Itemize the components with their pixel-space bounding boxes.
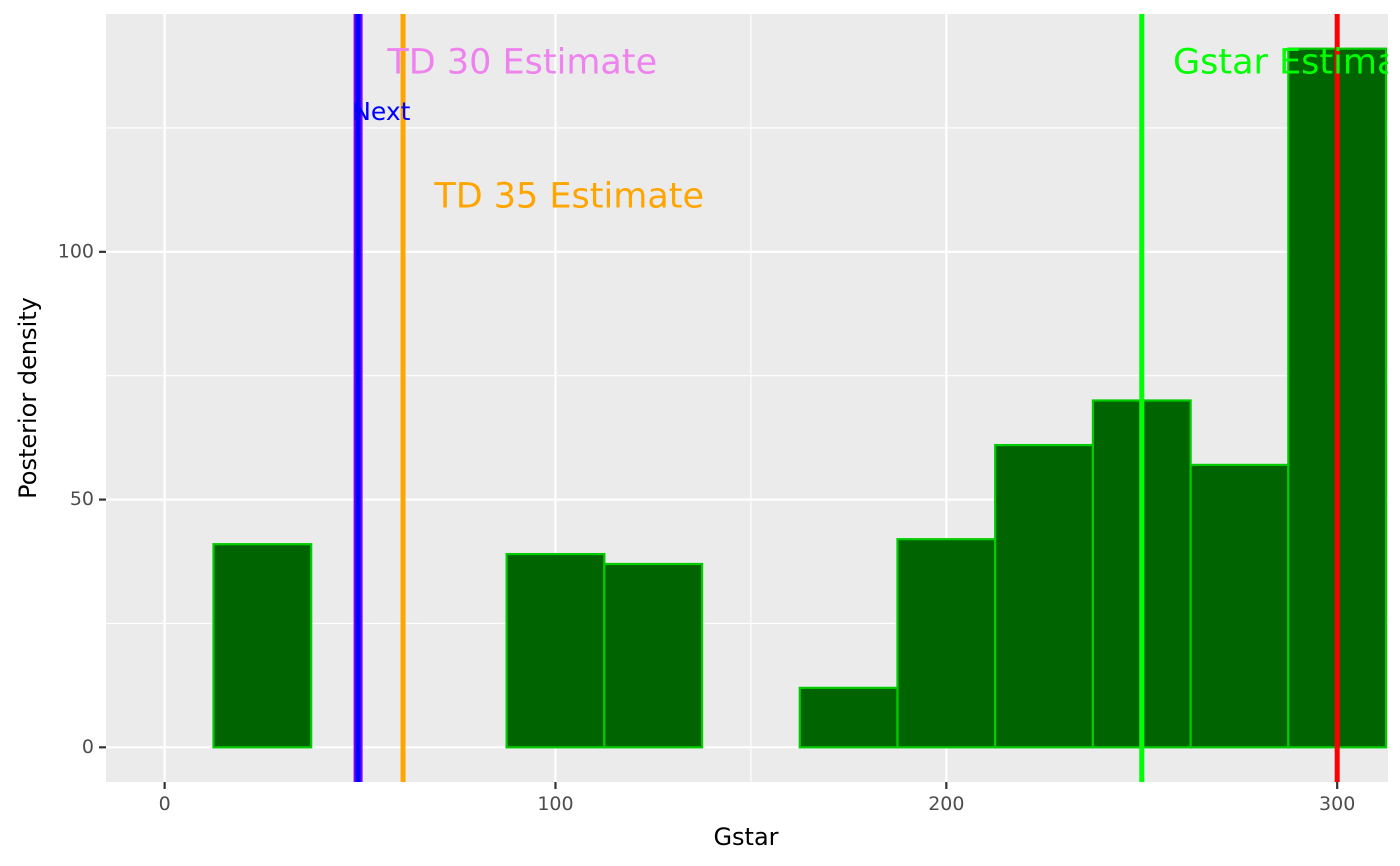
y-tick-label: 50 (70, 488, 94, 510)
y-axis: 0 50 100 (58, 240, 106, 758)
histogram-bar (994, 443, 1095, 749)
x-axis: 0 100 200 300 (159, 782, 1355, 815)
annotation-label: TD 35 Estimate (433, 176, 704, 216)
x-tick-label: 0 (159, 793, 171, 815)
annotation-label: Next (352, 97, 410, 126)
histogram-bar (212, 543, 313, 749)
histogram-bar (603, 562, 704, 749)
x-tick-label: 200 (928, 793, 964, 815)
histogram-bar (505, 552, 606, 749)
x-axis-title: Gstar (713, 823, 778, 851)
reference-lines (353, 14, 1340, 782)
histogram-bar (1189, 463, 1290, 749)
x-tick-label: 300 (1319, 793, 1355, 815)
y-axis-title: Posterior density (14, 297, 42, 499)
y-tick-label: 0 (82, 736, 94, 758)
annotation-label: Gstar Estimate (1173, 43, 1400, 83)
x-tick-label: 100 (537, 793, 573, 815)
histogram-bar (798, 686, 899, 749)
annotations: TD 30 Estimate Next TD 35 Estimate Gstar Es… (352, 43, 1400, 217)
y-tick-label: 100 (58, 240, 94, 262)
annotation-label: TD 30 Estimate (386, 43, 657, 83)
histogram-bar (896, 538, 997, 749)
